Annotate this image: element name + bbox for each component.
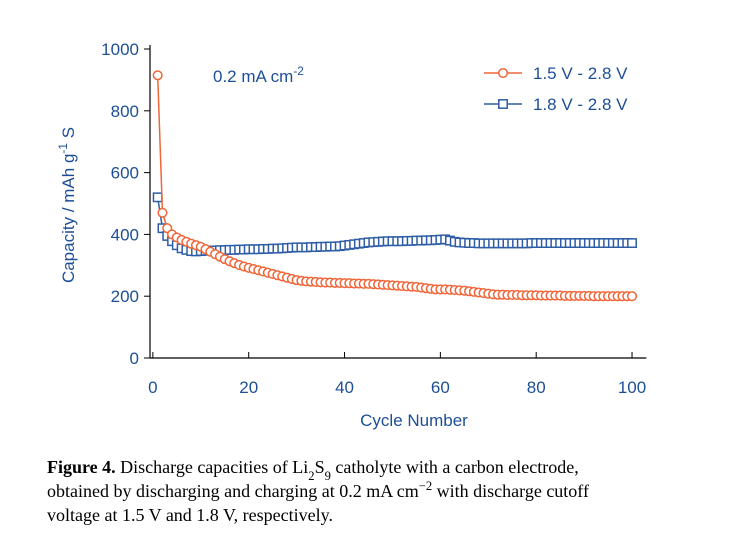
y-tick-label: 600 bbox=[111, 164, 139, 183]
text-part: −2 bbox=[419, 479, 432, 493]
caption-line: voltage at 1.5 V and 1.8 V, respectively… bbox=[47, 505, 333, 525]
x-tick-label: 40 bbox=[335, 378, 354, 397]
text-part: Discharge capacities of Li bbox=[116, 457, 309, 477]
text-part: 0.2 mA cm bbox=[213, 67, 293, 86]
legend-label: 1.5 V - 2.8 V bbox=[533, 64, 628, 83]
text-part: -2 bbox=[293, 64, 304, 78]
caption-line: obtained by discharging and charging at … bbox=[47, 479, 589, 501]
text-part: Cycle Number bbox=[360, 411, 468, 430]
marker bbox=[152, 70, 163, 81]
x-tick-label: 60 bbox=[431, 378, 450, 397]
y-tick-label: 1000 bbox=[101, 40, 139, 59]
text-part: Capacity / mAh g bbox=[59, 154, 78, 283]
annotation: 0.2 mA cm-2 bbox=[213, 64, 304, 86]
x-tick-label: 100 bbox=[618, 378, 646, 397]
y-tick-label: 400 bbox=[111, 225, 139, 244]
y-tick-label: 0 bbox=[130, 349, 139, 368]
marker bbox=[157, 207, 168, 218]
y-tick-label: 200 bbox=[111, 287, 139, 306]
text-part: 2 bbox=[308, 469, 314, 483]
y-tick-label: 800 bbox=[111, 102, 139, 121]
marker bbox=[152, 192, 163, 203]
text-part: obtained by discharging and charging at … bbox=[47, 481, 419, 501]
text-part: -1 bbox=[56, 143, 70, 154]
legend-label: 1.8 V - 2.8 V bbox=[533, 95, 628, 114]
x-tick-label: 20 bbox=[239, 378, 258, 397]
text-part: voltage at 1.5 V and 1.8 V, respectively… bbox=[47, 505, 333, 525]
text-part: catholyte with a carbon electrode, bbox=[331, 457, 579, 477]
caption-line: Figure 4. Discharge capacities of Li2S9 … bbox=[47, 457, 579, 483]
marker bbox=[627, 238, 637, 249]
x-tick-label: 80 bbox=[527, 378, 546, 397]
legend-marker bbox=[497, 67, 509, 79]
x-tick-label: 0 bbox=[148, 378, 157, 397]
text-part: Figure 4. bbox=[47, 457, 116, 477]
text-part: with discharge cutoff bbox=[432, 481, 589, 501]
marker bbox=[626, 291, 638, 302]
y-axis-label: Capacity / mAh g-1 S bbox=[56, 127, 78, 283]
text-part: S bbox=[59, 127, 78, 143]
text-part: S bbox=[315, 457, 325, 477]
legend-marker bbox=[498, 99, 508, 109]
text-part: 9 bbox=[325, 469, 331, 483]
x-axis-label: Cycle Number bbox=[360, 411, 468, 430]
